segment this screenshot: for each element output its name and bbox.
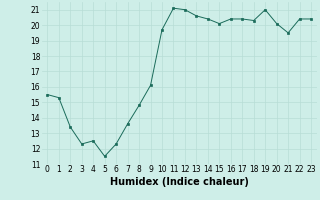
- X-axis label: Humidex (Indice chaleur): Humidex (Indice chaleur): [110, 177, 249, 187]
